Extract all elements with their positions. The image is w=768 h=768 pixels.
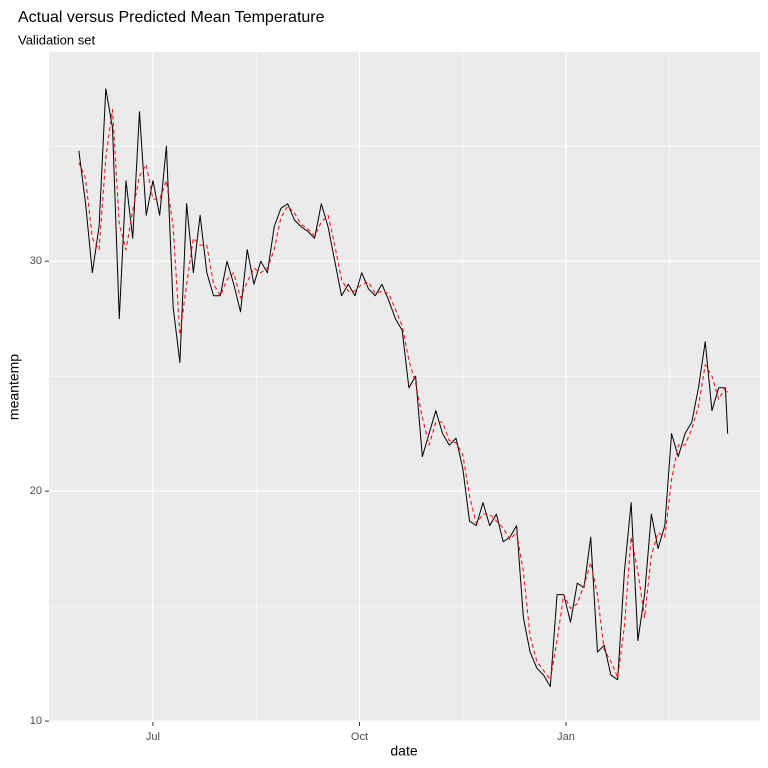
x-tick-label: Jul (146, 731, 160, 743)
series-line (78, 108, 729, 681)
series-line (78, 88, 729, 688)
chart-title: Actual versus Predicted Mean Temperature (18, 9, 325, 26)
x-tick-label: Oct (351, 731, 368, 743)
plot-panel (49, 52, 760, 722)
x-tick-label: Jan (557, 731, 575, 743)
y-tick-label: 20 (30, 485, 42, 497)
chart-subtitle: Validation set (18, 32, 95, 47)
x-axis-label: date (390, 743, 417, 759)
y-tick-label: 30 (30, 255, 42, 267)
y-tick-label: 10 (30, 715, 42, 727)
y-axis-label: meantemp (6, 354, 22, 420)
